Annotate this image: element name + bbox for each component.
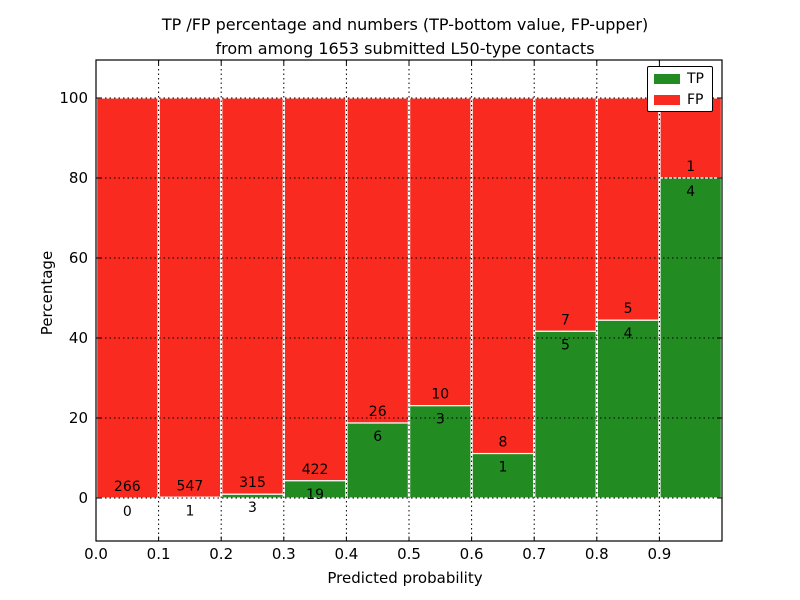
legend-label-fp: FP xyxy=(687,91,704,108)
bar-fp-bin5 xyxy=(409,97,472,407)
count-label-tp-bin1: 1 xyxy=(185,503,194,519)
legend-label-tp: TP xyxy=(687,70,704,87)
count-label-fp-bin6: 8 xyxy=(498,435,507,451)
x-tick-label: 0.1 xyxy=(147,545,171,563)
chart-title-line2: from among 1653 submitted L50-type conta… xyxy=(215,39,595,58)
bar-tp-bin2 xyxy=(221,493,284,499)
count-label-tp-bin3: 19 xyxy=(306,487,324,503)
count-label-tp-bin7: 5 xyxy=(561,337,570,353)
count-label-fp-bin1: 547 xyxy=(177,478,204,494)
count-label-tp-bin6: 1 xyxy=(498,460,507,476)
bar-fp-bin3 xyxy=(283,97,347,482)
x-tick-label: 0.8 xyxy=(585,545,609,563)
bar-tp-bin7 xyxy=(534,330,597,499)
y-axis-label: Percentage xyxy=(38,250,56,336)
y-tick-label: 60 xyxy=(69,249,88,267)
x-tick-label: 0.5 xyxy=(397,545,421,563)
x-tick-label: 0.4 xyxy=(334,545,358,563)
count-label-tp-bin0: 0 xyxy=(123,504,132,520)
x-tick-label: 0.7 xyxy=(522,545,546,563)
bar-fp-bin7 xyxy=(534,97,597,332)
bar-fp-bin1 xyxy=(158,97,222,498)
legend-swatch-tp-icon xyxy=(654,73,680,84)
bar-fp-bin8 xyxy=(596,97,660,321)
legend-entry-tp: TP xyxy=(654,72,706,86)
bar-tp-bin3 xyxy=(283,480,347,499)
y-tick-label: 40 xyxy=(69,329,88,347)
bar-fp-bin2 xyxy=(221,97,284,495)
count-label-tp-bin8: 4 xyxy=(624,326,633,342)
count-label-tp-bin2: 3 xyxy=(248,500,257,516)
x-tick-label: 0.6 xyxy=(460,545,484,563)
count-label-tp-bin9: 4 xyxy=(686,184,695,200)
legend-entry-fp: FP xyxy=(654,93,706,107)
x-tick-label: 0.9 xyxy=(647,545,671,563)
count-label-tp-bin4: 6 xyxy=(373,429,382,445)
count-label-fp-bin7: 7 xyxy=(561,312,570,328)
y-tick-label: 0 xyxy=(78,489,88,507)
bar-tp-bin5 xyxy=(409,405,472,499)
count-label-fp-bin9: 1 xyxy=(686,159,695,175)
bar-fp-bin4 xyxy=(346,97,410,424)
legend-swatch-fp-icon xyxy=(654,94,680,105)
bar-fp-bin0 xyxy=(95,97,159,499)
y-tick-label: 20 xyxy=(69,409,88,427)
legend: TP FP xyxy=(647,66,713,112)
chart-title-line1: TP /FP percentage and numbers (TP-bottom… xyxy=(161,15,649,34)
x-tick-label: 0.0 xyxy=(84,545,108,563)
count-label-tp-bin5: 3 xyxy=(436,412,445,428)
count-label-fp-bin4: 26 xyxy=(369,404,387,420)
count-label-fp-bin2: 315 xyxy=(239,475,266,491)
x-tick-label: 0.3 xyxy=(272,545,296,563)
count-label-fp-bin3: 422 xyxy=(302,462,329,478)
y-tick-label: 80 xyxy=(69,169,88,187)
x-tick-label: 0.2 xyxy=(209,545,233,563)
count-label-fp-bin8: 5 xyxy=(624,301,633,317)
count-label-fp-bin0: 266 xyxy=(114,479,141,495)
count-label-fp-bin5: 10 xyxy=(431,387,449,403)
x-axis-label: Predicted probability xyxy=(327,569,483,587)
bar-tp-bin8 xyxy=(596,319,660,499)
bar-tp-bin4 xyxy=(346,422,410,499)
y-tick-label: 100 xyxy=(59,89,88,107)
bar-fp-bin6 xyxy=(471,97,535,455)
bar-tp-bin6 xyxy=(471,452,535,499)
